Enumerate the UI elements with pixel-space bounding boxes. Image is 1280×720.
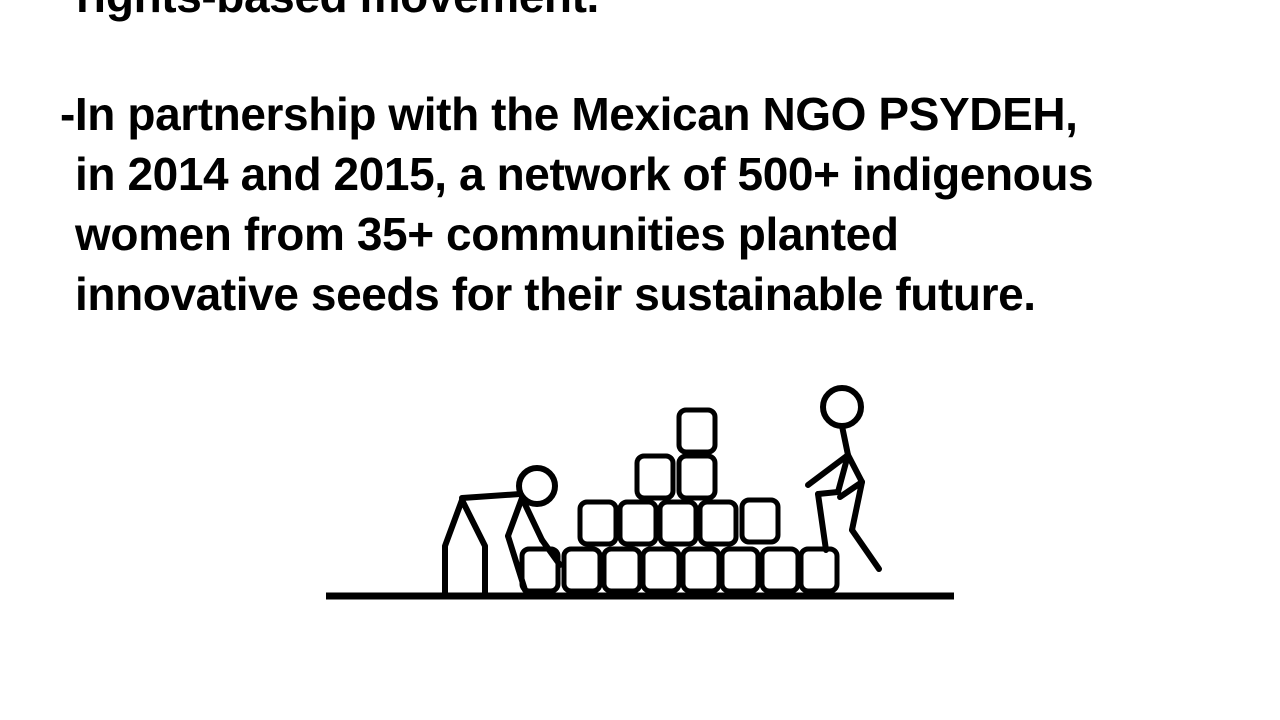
stick-figure-right — [805, 385, 882, 572]
block-row-bottom — [519, 546, 840, 594]
paragraph-line-4: innovative seeds for their sustainable f… — [75, 268, 1036, 320]
block-row-middle — [577, 497, 781, 547]
stick-figure-left — [459, 465, 563, 593]
paragraph-line-2: in 2014 and 2015, a network of 500+ indi… — [75, 148, 1094, 200]
block-row-top — [634, 407, 718, 501]
previous-paragraph-fragment: rights-based movement. — [76, 0, 599, 26]
paragraph-line-1: -In partnership with the Mexican NGO PSY… — [60, 88, 1078, 140]
house-icon — [442, 497, 488, 597]
paragraph-line-3: women from 35+ communities planted — [75, 208, 899, 260]
